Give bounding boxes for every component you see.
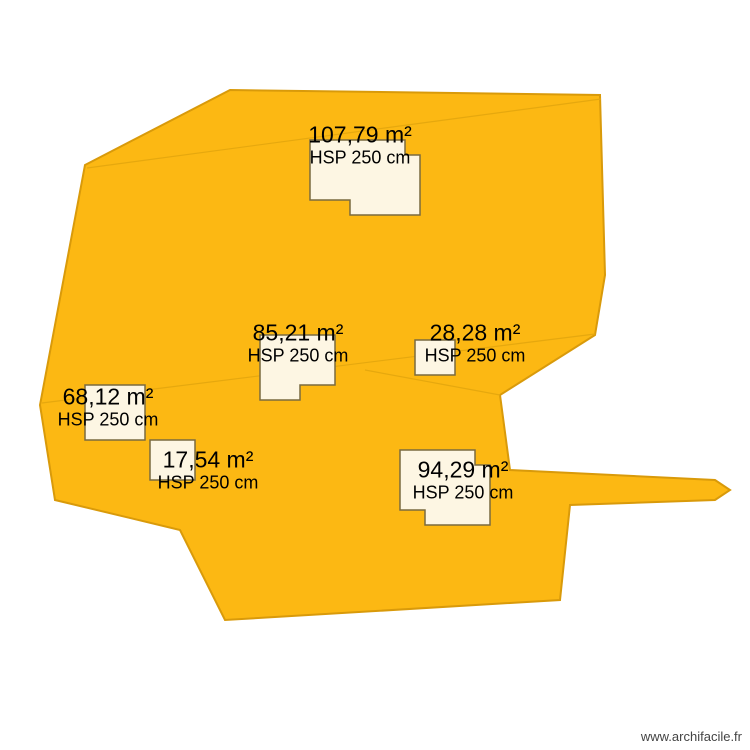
room-hsp: HSP 250 cm [158,473,259,494]
watermark: www.archifacile.fr [641,729,742,744]
room-area: 17,54 m² [158,446,259,472]
room-label: 85,21 m²HSP 250 cm [248,319,349,366]
room-area: 107,79 m² [308,121,412,147]
room-label: 68,12 m²HSP 250 cm [58,383,159,430]
room-hsp: HSP 250 cm [248,346,349,367]
room-area: 28,28 m² [425,319,526,345]
floorplan-svg [0,0,750,750]
room-hsp: HSP 250 cm [58,410,159,431]
room-hsp: HSP 250 cm [413,483,514,504]
room-area: 85,21 m² [248,319,349,345]
floorplan-canvas: 107,79 m²HSP 250 cm85,21 m²HSP 250 cm28,… [0,0,750,750]
room-label: 94,29 m²HSP 250 cm [413,456,514,503]
room-label: 28,28 m²HSP 250 cm [425,319,526,366]
room-label: 17,54 m²HSP 250 cm [158,446,259,493]
room-hsp: HSP 250 cm [308,148,412,169]
room-label: 107,79 m²HSP 250 cm [308,121,412,168]
room-hsp: HSP 250 cm [425,346,526,367]
room-area: 94,29 m² [413,456,514,482]
room-area: 68,12 m² [58,383,159,409]
